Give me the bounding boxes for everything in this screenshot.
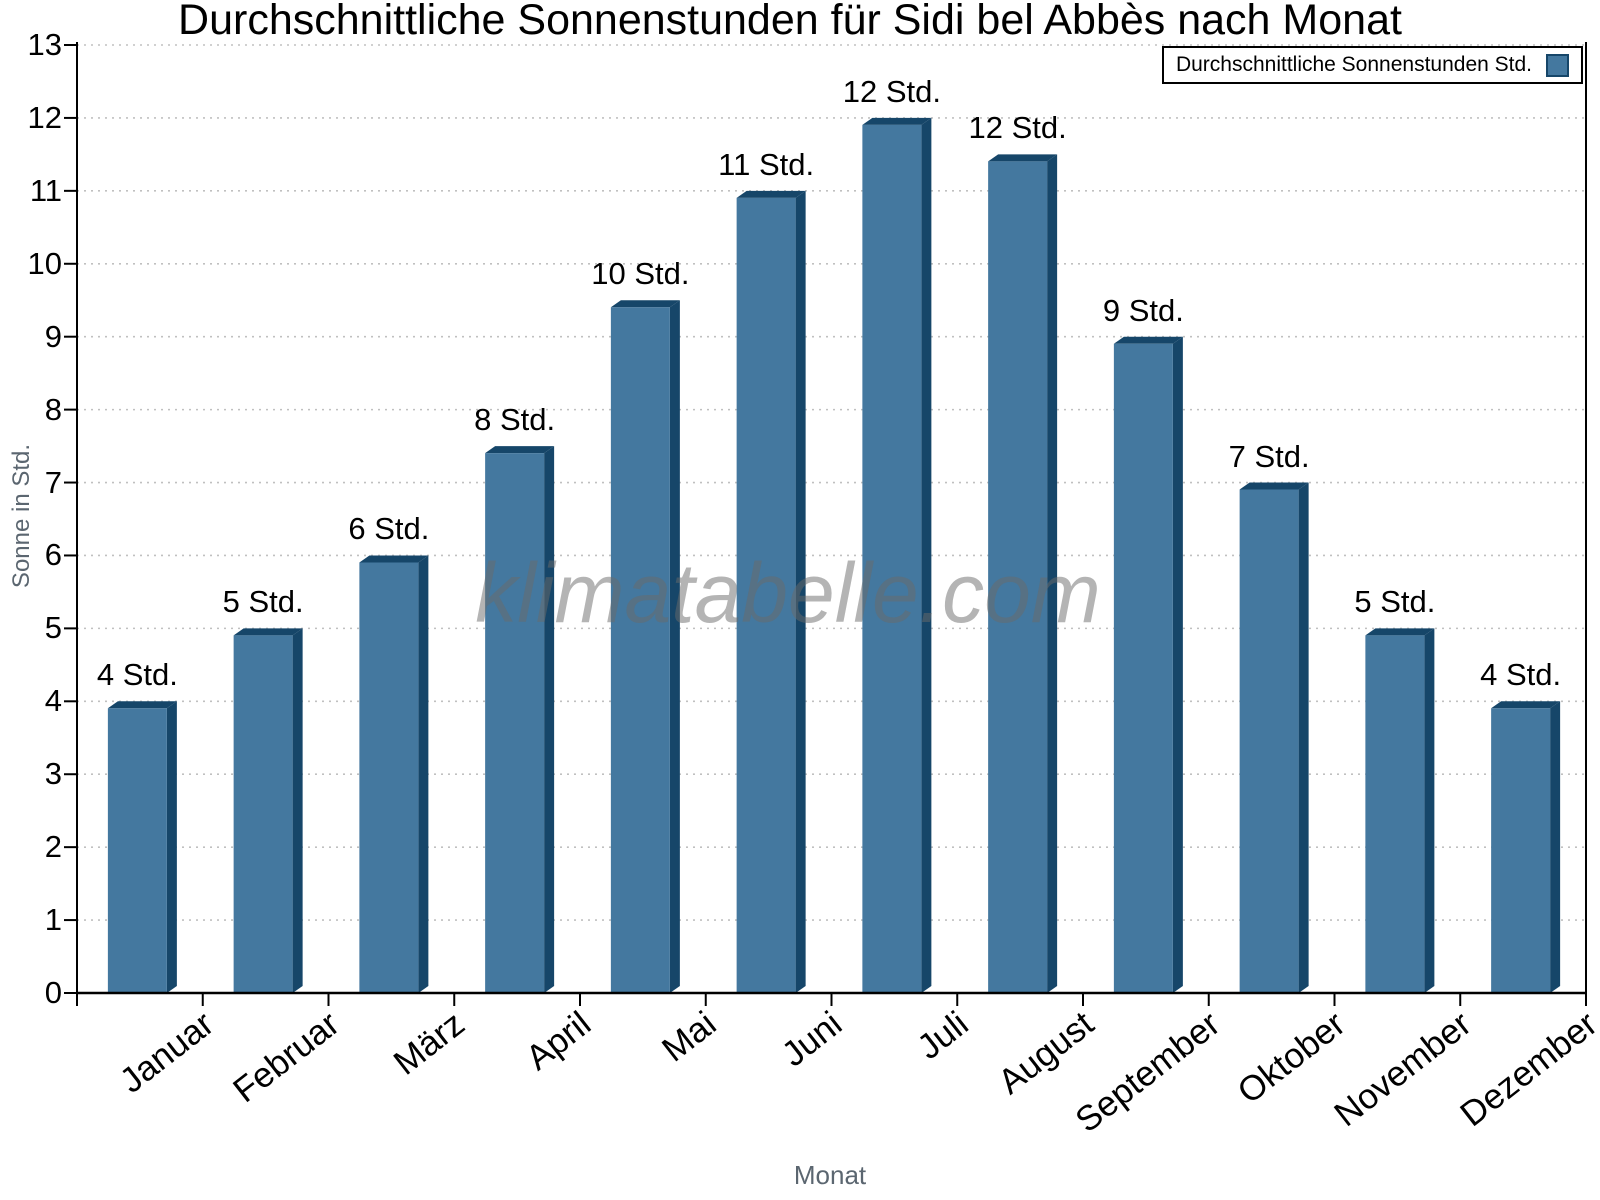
bar-right-face: [1424, 628, 1435, 993]
bar-front-face: [736, 197, 796, 993]
bar-top-face: [736, 190, 806, 198]
bar-value-label: 10 Std.: [591, 256, 690, 292]
y-tick-label: 11: [29, 172, 62, 208]
bar-oktober: [1239, 482, 1309, 993]
y-tick-label: 7: [44, 464, 62, 500]
bar-front-face: [1239, 489, 1299, 993]
bar-november: [1365, 628, 1435, 993]
bar-right-face: [795, 190, 806, 993]
bar-januar: [107, 701, 177, 993]
bar-value-label: 6 Std.: [348, 511, 430, 547]
legend: Durchschnittliche Sonnenstunden Std.: [1161, 46, 1583, 84]
chart-title: Durchschnittliche Sonnenstunden für Sidi…: [178, 0, 1402, 44]
bar-value-label: 9 Std.: [1102, 292, 1184, 328]
bar-top-face: [233, 628, 303, 636]
bar-top-face: [1239, 482, 1309, 490]
bar-top-face: [1113, 336, 1183, 344]
bar-right-face: [418, 555, 429, 993]
bar-value-label: 12 Std.: [842, 73, 941, 109]
bar-front-face: [1491, 708, 1551, 993]
bar-märz: [359, 555, 429, 993]
x-axis-title: Monat: [793, 1160, 867, 1190]
bar-front-face: [107, 708, 167, 993]
bar-right-face: [292, 628, 303, 993]
bar-right-face: [921, 117, 932, 993]
bar-mai: [610, 300, 680, 993]
bar-value-label: 4 Std.: [96, 657, 178, 693]
legend-swatch-icon: [1546, 53, 1569, 77]
bar-right-face: [1298, 482, 1309, 993]
bar-right-face: [544, 446, 555, 994]
y-tick-label: 3: [44, 756, 62, 792]
bar-februar: [233, 628, 303, 993]
bar-dezember: [1491, 701, 1561, 993]
bar-juni: [736, 190, 806, 993]
bar-front-face: [485, 453, 545, 994]
bar-top-face: [610, 300, 680, 308]
bar-right-face: [669, 300, 680, 993]
y-tick-label: 5: [44, 610, 62, 646]
bar-value-label: 5 Std.: [1354, 584, 1436, 620]
bar-right-face: [1047, 154, 1058, 993]
bar-right-face: [1550, 701, 1561, 993]
bar-top-face: [485, 446, 555, 454]
y-tick-label: 8: [44, 391, 62, 427]
bar-top-face: [1365, 628, 1435, 636]
y-tick-label: 9: [44, 318, 62, 354]
y-tick-label: 10: [27, 245, 62, 281]
bar-top-face: [107, 701, 177, 709]
bar-juli: [862, 117, 932, 993]
bar-value-label: 8 Std.: [474, 402, 556, 438]
y-tick-label: 4: [44, 683, 62, 719]
y-tick-label: 2: [44, 829, 62, 865]
bar-top-face: [1491, 701, 1561, 709]
bar-value-label: 7 Std.: [1228, 438, 1310, 474]
bar-right-face: [166, 701, 177, 993]
bar-front-face: [233, 635, 293, 993]
bar-front-face: [1365, 635, 1425, 993]
watermark-text: klimatabelle.com: [475, 546, 1101, 640]
bar-top-face: [359, 555, 429, 563]
y-tick-label: 6: [44, 537, 62, 573]
bar-value-label: 11 Std.: [718, 146, 815, 182]
bar-september: [1113, 336, 1183, 993]
bar-april: [485, 446, 555, 994]
y-tick-label: 1: [44, 902, 62, 938]
bar-value-label: 12 Std.: [968, 110, 1067, 146]
bar-top-face: [862, 117, 932, 125]
bar-august: [988, 154, 1058, 993]
bar-value-label: 4 Std.: [1480, 657, 1562, 693]
bar-value-label: 5 Std.: [222, 584, 304, 620]
bar-front-face: [988, 161, 1048, 993]
bar-right-face: [1172, 336, 1183, 993]
bar-front-face: [359, 562, 419, 993]
y-tick-label: 0: [44, 975, 62, 1010]
bar-front-face: [862, 124, 922, 993]
y-tick-label: 13: [27, 27, 62, 62]
y-axis-title: Sonne in Std.: [8, 443, 35, 589]
legend-label: Durchschnittliche Sonnenstunden Std.: [1175, 53, 1532, 76]
y-tick-label: 12: [27, 99, 62, 135]
bar-front-face: [610, 307, 670, 993]
bar-top-face: [988, 154, 1058, 162]
bar-front-face: [1113, 343, 1173, 993]
